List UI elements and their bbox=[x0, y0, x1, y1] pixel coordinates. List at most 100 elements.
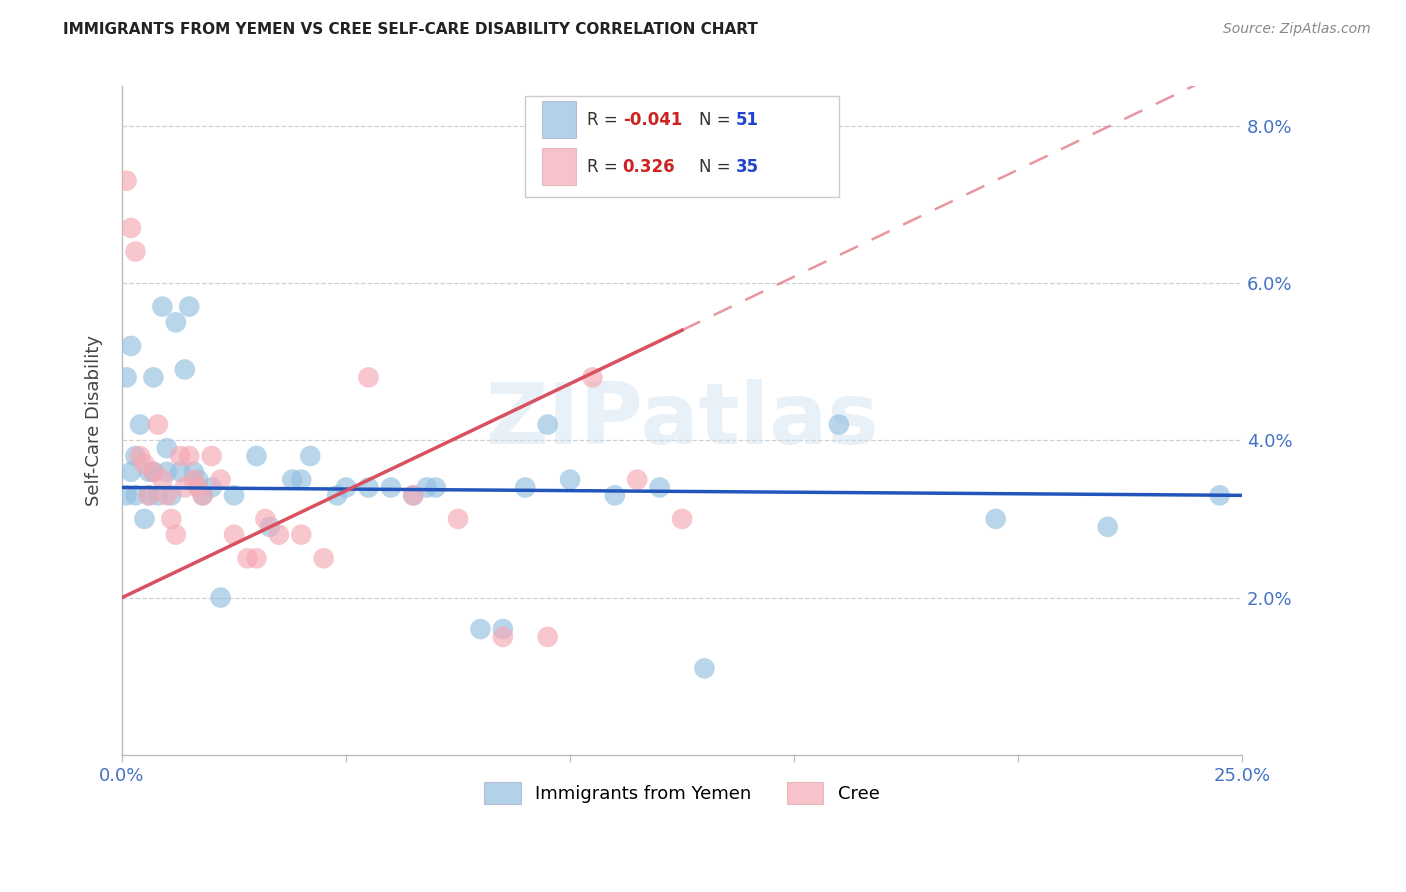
Point bbox=[150, 300, 173, 314]
Point bbox=[245, 551, 267, 566]
Point bbox=[124, 244, 146, 259]
Point bbox=[222, 488, 245, 502]
Point bbox=[558, 473, 581, 487]
Point bbox=[138, 488, 160, 502]
Point bbox=[984, 512, 1007, 526]
Point bbox=[603, 488, 626, 502]
Text: ZIPatlas: ZIPatlas bbox=[485, 379, 879, 462]
Text: 51: 51 bbox=[735, 111, 759, 128]
Text: Source: ZipAtlas.com: Source: ZipAtlas.com bbox=[1223, 22, 1371, 37]
Point bbox=[581, 370, 603, 384]
FancyBboxPatch shape bbox=[543, 148, 575, 185]
Text: N =: N = bbox=[699, 111, 735, 128]
Point bbox=[380, 481, 402, 495]
Point bbox=[515, 481, 537, 495]
Point bbox=[179, 300, 201, 314]
Text: 35: 35 bbox=[735, 158, 759, 176]
Point bbox=[183, 465, 205, 479]
Point bbox=[693, 661, 716, 675]
Point bbox=[425, 481, 447, 495]
Point bbox=[299, 449, 322, 463]
Point bbox=[169, 449, 191, 463]
Text: N =: N = bbox=[699, 158, 735, 176]
Point bbox=[156, 488, 179, 502]
Point bbox=[201, 481, 224, 495]
Point bbox=[187, 481, 209, 495]
Text: R =: R = bbox=[586, 158, 628, 176]
Legend: Immigrants from Yemen, Cree: Immigrants from Yemen, Cree bbox=[475, 772, 889, 813]
Point bbox=[209, 591, 232, 605]
Point bbox=[267, 527, 290, 541]
Point bbox=[115, 174, 138, 188]
Point bbox=[447, 512, 470, 526]
Point bbox=[1097, 520, 1119, 534]
Point bbox=[120, 465, 142, 479]
Point bbox=[470, 622, 492, 636]
Point bbox=[236, 551, 259, 566]
Point bbox=[169, 465, 191, 479]
Point bbox=[120, 221, 142, 235]
Point bbox=[281, 473, 304, 487]
Point bbox=[134, 512, 156, 526]
Point bbox=[124, 449, 146, 463]
Point bbox=[173, 362, 195, 376]
Point bbox=[146, 488, 169, 502]
Text: R =: R = bbox=[586, 111, 623, 128]
Point bbox=[290, 473, 312, 487]
Point bbox=[165, 315, 187, 329]
Point bbox=[173, 481, 195, 495]
Point bbox=[138, 488, 160, 502]
Point bbox=[402, 488, 425, 502]
Text: -0.041: -0.041 bbox=[623, 111, 682, 128]
Point bbox=[165, 527, 187, 541]
Point bbox=[626, 473, 648, 487]
Point bbox=[326, 488, 349, 502]
Point bbox=[209, 473, 232, 487]
Point bbox=[537, 630, 560, 644]
Point bbox=[138, 465, 160, 479]
Point bbox=[492, 622, 515, 636]
Point bbox=[191, 488, 214, 502]
FancyBboxPatch shape bbox=[543, 102, 575, 138]
Point bbox=[537, 417, 560, 432]
Point bbox=[183, 473, 205, 487]
Point bbox=[115, 488, 138, 502]
Point bbox=[290, 527, 312, 541]
Point bbox=[120, 339, 142, 353]
Point bbox=[142, 465, 165, 479]
Point bbox=[259, 520, 281, 534]
Point bbox=[335, 481, 357, 495]
Point bbox=[312, 551, 335, 566]
Point bbox=[492, 630, 515, 644]
Point bbox=[191, 488, 214, 502]
Point bbox=[671, 512, 693, 526]
Point bbox=[124, 488, 146, 502]
Point bbox=[129, 417, 152, 432]
Point bbox=[1208, 488, 1230, 502]
Point bbox=[156, 441, 179, 455]
Point bbox=[160, 488, 183, 502]
Point bbox=[146, 417, 169, 432]
Y-axis label: Self-Care Disability: Self-Care Disability bbox=[86, 335, 103, 506]
FancyBboxPatch shape bbox=[526, 96, 839, 196]
Point bbox=[402, 488, 425, 502]
Point bbox=[179, 449, 201, 463]
Text: IMMIGRANTS FROM YEMEN VS CREE SELF-CARE DISABILITY CORRELATION CHART: IMMIGRANTS FROM YEMEN VS CREE SELF-CARE … bbox=[63, 22, 758, 37]
Point bbox=[357, 481, 380, 495]
Point bbox=[357, 370, 380, 384]
Point bbox=[245, 449, 267, 463]
Point bbox=[156, 465, 179, 479]
Point bbox=[187, 473, 209, 487]
Text: 0.326: 0.326 bbox=[623, 158, 675, 176]
Point bbox=[222, 527, 245, 541]
Point bbox=[129, 449, 152, 463]
Point bbox=[648, 481, 671, 495]
Point bbox=[142, 465, 165, 479]
Point bbox=[828, 417, 851, 432]
Point bbox=[160, 512, 183, 526]
Point bbox=[415, 481, 437, 495]
Point bbox=[134, 457, 156, 471]
Point bbox=[115, 370, 138, 384]
Point bbox=[150, 473, 173, 487]
Point bbox=[142, 370, 165, 384]
